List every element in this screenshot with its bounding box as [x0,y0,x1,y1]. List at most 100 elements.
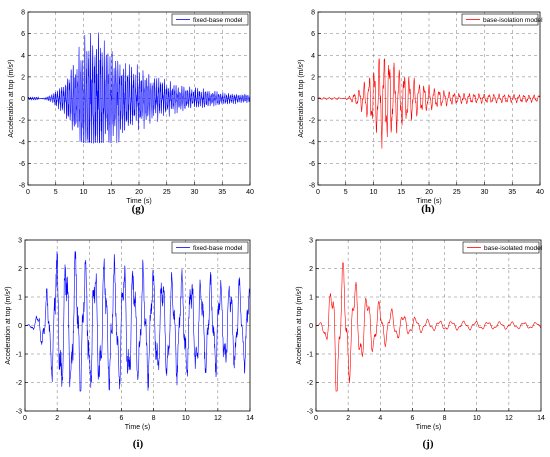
x-tick-label: 2 [346,415,350,422]
x-tick-label: 6 [119,415,123,422]
x-tick-label: 20 [135,189,143,196]
x-axis-label: Time (s) [126,198,151,205]
x-tick-label: 10 [80,189,88,196]
panel-label: (i) [133,438,144,450]
x-tick-label: 5 [54,189,58,196]
y-tick-label: 2 [18,266,22,273]
legend-box [462,241,540,254]
y-tick-label: -4 [309,139,315,146]
y-tick-label: -2 [307,380,313,387]
x-tick-label: 35 [218,189,226,196]
chart-panel-2: 0 5 10 15 20 25 30 35 40 -8 -6 -4 -2 0 2 4 6 8 Time (s) Acc… [298,10,544,216]
series-line [27,32,251,144]
x-tick-label: 8 [443,415,447,422]
legend: base-isolation model [461,13,543,26]
x-tick-label: 10 [370,189,378,196]
y-tick-label: -8 [19,183,25,190]
legend-box [171,13,249,26]
legend-box [171,241,249,254]
y-tick-label: -4 [19,139,25,146]
x-tick-label: 8 [152,415,156,422]
x-tick-label: 40 [536,189,544,196]
y-tick-label: 3 [309,238,313,245]
y-axis-label: Acceleration at top (m/s²) [5,286,12,364]
legend-label: fixed-base model [193,245,243,252]
y-tick-label: 4 [311,53,315,60]
chart-panel-1: 0 5 10 15 20 25 30 35 40 -8 -6 -4 -2 0 2 4 6 8 Time (s) Acc… [8,10,254,216]
x-tick-label: 40 [246,189,254,196]
y-tick-label: -1 [16,352,22,359]
y-tick-label: -6 [19,161,25,168]
x-tick-label: 4 [87,415,91,422]
legend: fixed-base model [171,241,249,254]
y-tick-label: 2 [309,266,313,273]
x-axis-label: Time (s) [416,424,441,431]
x-tick-label: 12 [214,415,222,422]
y-tick-label: -2 [309,118,315,125]
y-axis-label: Acceleration at top (m/s²) [8,59,15,137]
x-axis-label: Time (s) [125,424,150,431]
x-tick-label: 12 [505,415,513,422]
y-tick-label: 1 [18,295,22,302]
x-tick-label: 0 [316,189,320,196]
y-tick-label: 0 [309,323,313,330]
y-tick-label: 0 [311,96,315,103]
y-tick-label: 0 [21,96,25,103]
y-tick-label: 4 [21,53,25,60]
y-tick-label: -3 [307,409,313,416]
y-tick-label: -6 [309,161,315,168]
x-axis-label: Time (s) [416,198,441,205]
y-tick-label: 6 [311,31,315,38]
series-line [317,58,541,149]
y-tick-label: 3 [18,238,22,245]
y-tick-label: -2 [19,118,25,125]
panel-label: (g) [132,203,145,215]
x-tick-label: 20 [425,189,433,196]
x-tick-label: 10 [182,415,190,422]
series-line [316,262,542,392]
y-tick-label: -8 [309,183,315,190]
panel-label: (h) [421,203,435,215]
legend: fixed-base model [171,13,249,26]
y-tick-label: 8 [21,10,25,17]
y-tick-label: -3 [16,409,22,416]
x-tick-label: 14 [246,415,254,422]
x-tick-label: 10 [473,415,481,422]
x-tick-label: 30 [481,189,489,196]
y-tick-label: 8 [311,10,315,17]
legend: base-isolated model [462,241,543,254]
x-tick-label: 0 [23,415,27,422]
legend-label: fixed-base model [193,17,243,24]
y-tick-label: 1 [309,295,313,302]
panel-label: (j) [423,438,434,450]
y-tick-label: 0 [18,323,22,330]
y-tick-label: -2 [16,380,22,387]
legend-label: base-isolation model [483,17,543,24]
legend-box [461,13,539,26]
y-tick-label: -1 [307,352,313,359]
x-tick-label: 2 [55,415,59,422]
x-tick-label: 15 [397,189,405,196]
y-axis-label: Acceleration at top (m/s²) [298,59,305,137]
x-tick-label: 0 [26,189,30,196]
legend-label: base-isolated model [484,245,543,252]
x-tick-label: 5 [344,189,348,196]
x-tick-label: 15 [107,189,115,196]
x-tick-label: 4 [378,415,382,422]
x-tick-label: 6 [410,415,414,422]
x-tick-label: 14 [537,415,545,422]
x-tick-label: 35 [508,189,516,196]
plot-frame [315,239,542,412]
x-tick-label: 25 [453,189,461,196]
x-tick-label: 0 [314,415,318,422]
y-tick-label: 2 [311,74,315,81]
y-tick-label: 6 [21,31,25,38]
series-line [25,251,251,392]
x-tick-label: 25 [163,189,171,196]
y-axis-label: Acceleration at top (m/s²) [296,286,303,364]
y-tick-label: 2 [21,74,25,81]
x-tick-label: 30 [191,189,199,196]
